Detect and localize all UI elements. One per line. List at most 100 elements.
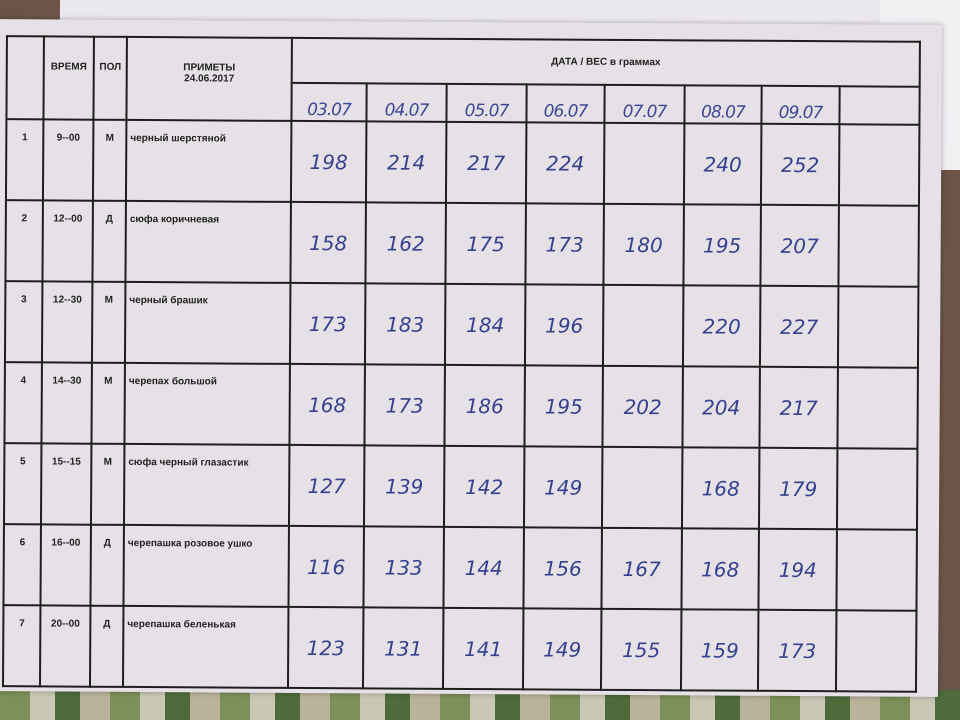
row-time: 9--00 <box>42 119 94 201</box>
weight-cell: 214 <box>365 121 447 203</box>
weight-cell: 180 <box>603 203 684 286</box>
weight-cell: 159 <box>680 609 759 691</box>
weight-cell: 173 <box>364 364 445 446</box>
header-sex: ПОЛ <box>93 36 127 120</box>
row-description: черепах большой <box>124 362 290 445</box>
weight-cell: 139 <box>363 445 445 527</box>
weight-cell: 158 <box>290 201 366 284</box>
row-sex: М <box>90 443 125 525</box>
weight-cell: 123 <box>287 606 364 689</box>
header-dates-group: ДАТА / ВЕС в граммах <box>291 37 920 87</box>
weight-cell: 227 <box>759 285 839 368</box>
weight-cell: 202 <box>602 365 683 448</box>
weight-cell: 167 <box>601 527 682 610</box>
weight-cell: 133 <box>363 526 444 608</box>
weight-cell: 173 <box>757 609 837 692</box>
date-header: 09.07 <box>761 85 840 125</box>
date-header: 03.07 <box>291 82 367 122</box>
weight-cell: 131 <box>362 607 444 689</box>
weight-cell <box>836 448 918 530</box>
weight-cell: 142 <box>443 445 525 528</box>
row-time: 12--30 <box>41 281 93 363</box>
date-header: 08.07 <box>684 85 762 124</box>
row-number: 3 <box>4 281 43 363</box>
weight-cell <box>836 529 917 611</box>
date-header: 06.07 <box>526 84 605 123</box>
weight-table: ВРЕМЯ ПОЛ ПРИМЕТЫ 24.06.2017 ДАТА / ВЕС … <box>2 35 921 693</box>
row-sex: М <box>91 281 126 363</box>
weight-cell: 155 <box>600 608 682 691</box>
weight-cell: 168 <box>681 528 759 610</box>
weight-cell: 196 <box>524 284 604 366</box>
weight-cell <box>835 610 917 692</box>
row-description: сюфа коричневая <box>125 200 291 283</box>
row-number: 7 <box>2 605 41 687</box>
weight-cell: 149 <box>522 608 602 690</box>
row-description: черный шерстяной <box>125 119 292 202</box>
weight-cell: 127 <box>288 444 365 527</box>
date-header <box>839 86 920 125</box>
row-sex: Д <box>89 605 124 687</box>
header-description: ПРИМЕТЫ 24.06.2017 <box>126 36 292 121</box>
date-header: 05.07 <box>446 83 527 123</box>
weight-cell: 224 <box>525 122 605 204</box>
row-sex: Д <box>92 200 126 282</box>
weight-cell: 175 <box>445 202 526 285</box>
weight-cell <box>601 446 683 529</box>
weight-cell: 179 <box>758 447 838 530</box>
weight-cell: 207 <box>760 204 839 287</box>
weight-cell: 195 <box>683 204 761 286</box>
row-sex: М <box>91 362 125 444</box>
date-header: 04.07 <box>366 83 447 122</box>
weight-cell: 168 <box>681 447 760 529</box>
weight-cell <box>837 367 918 449</box>
row-sex: Д <box>90 524 124 606</box>
row-time: 15--15 <box>40 443 92 525</box>
weight-cell: 217 <box>445 121 527 204</box>
weight-cell: 186 <box>444 364 525 447</box>
row-number: 4 <box>4 362 42 444</box>
date-header: 07.07 <box>604 84 685 124</box>
row-time: 14--30 <box>41 362 92 444</box>
weight-cell: 141 <box>442 607 524 690</box>
weight-cell: 183 <box>364 283 446 365</box>
row-number: 1 <box>5 119 44 201</box>
weight-cell: 252 <box>760 123 840 206</box>
weight-cell: 144 <box>443 526 524 609</box>
weight-cell: 184 <box>444 283 526 366</box>
weight-log-sheet: ВРЕМЯ ПОЛ ПРИМЕТЫ 24.06.2017 ДАТА / ВЕС … <box>0 19 943 697</box>
row-number: 5 <box>3 443 42 525</box>
header-description-date: 24.06.2017 <box>184 73 235 85</box>
weight-cell: 194 <box>758 528 837 611</box>
weight-cell: 198 <box>290 120 367 203</box>
row-time: 16--00 <box>40 524 91 606</box>
row-description: черепашка розовое ушко <box>123 524 289 607</box>
weight-cell <box>838 124 920 206</box>
row-number: 2 <box>5 200 43 282</box>
header-time: ВРЕМЯ <box>43 36 94 120</box>
row-description: черепашка беленькая <box>122 605 289 688</box>
weight-cell: 173 <box>289 282 366 365</box>
weight-cell <box>602 284 684 367</box>
row-time: 20--00 <box>39 605 91 687</box>
weight-cell: 195 <box>524 365 603 447</box>
weight-cell: 168 <box>289 363 365 446</box>
weight-cell: 240 <box>683 123 762 205</box>
weight-cell <box>603 122 685 205</box>
weight-cell: 149 <box>523 446 603 528</box>
weight-cell: 217 <box>759 366 838 449</box>
weight-cell <box>838 205 919 287</box>
weight-cell <box>837 286 919 368</box>
row-time: 12--00 <box>42 200 93 282</box>
weight-cell: 204 <box>682 366 760 448</box>
weight-cell: 162 <box>365 202 446 284</box>
row-sex: М <box>92 119 127 201</box>
row-description: черный брашик <box>124 281 291 364</box>
row-description: сюфа черный глазастик <box>123 443 290 526</box>
